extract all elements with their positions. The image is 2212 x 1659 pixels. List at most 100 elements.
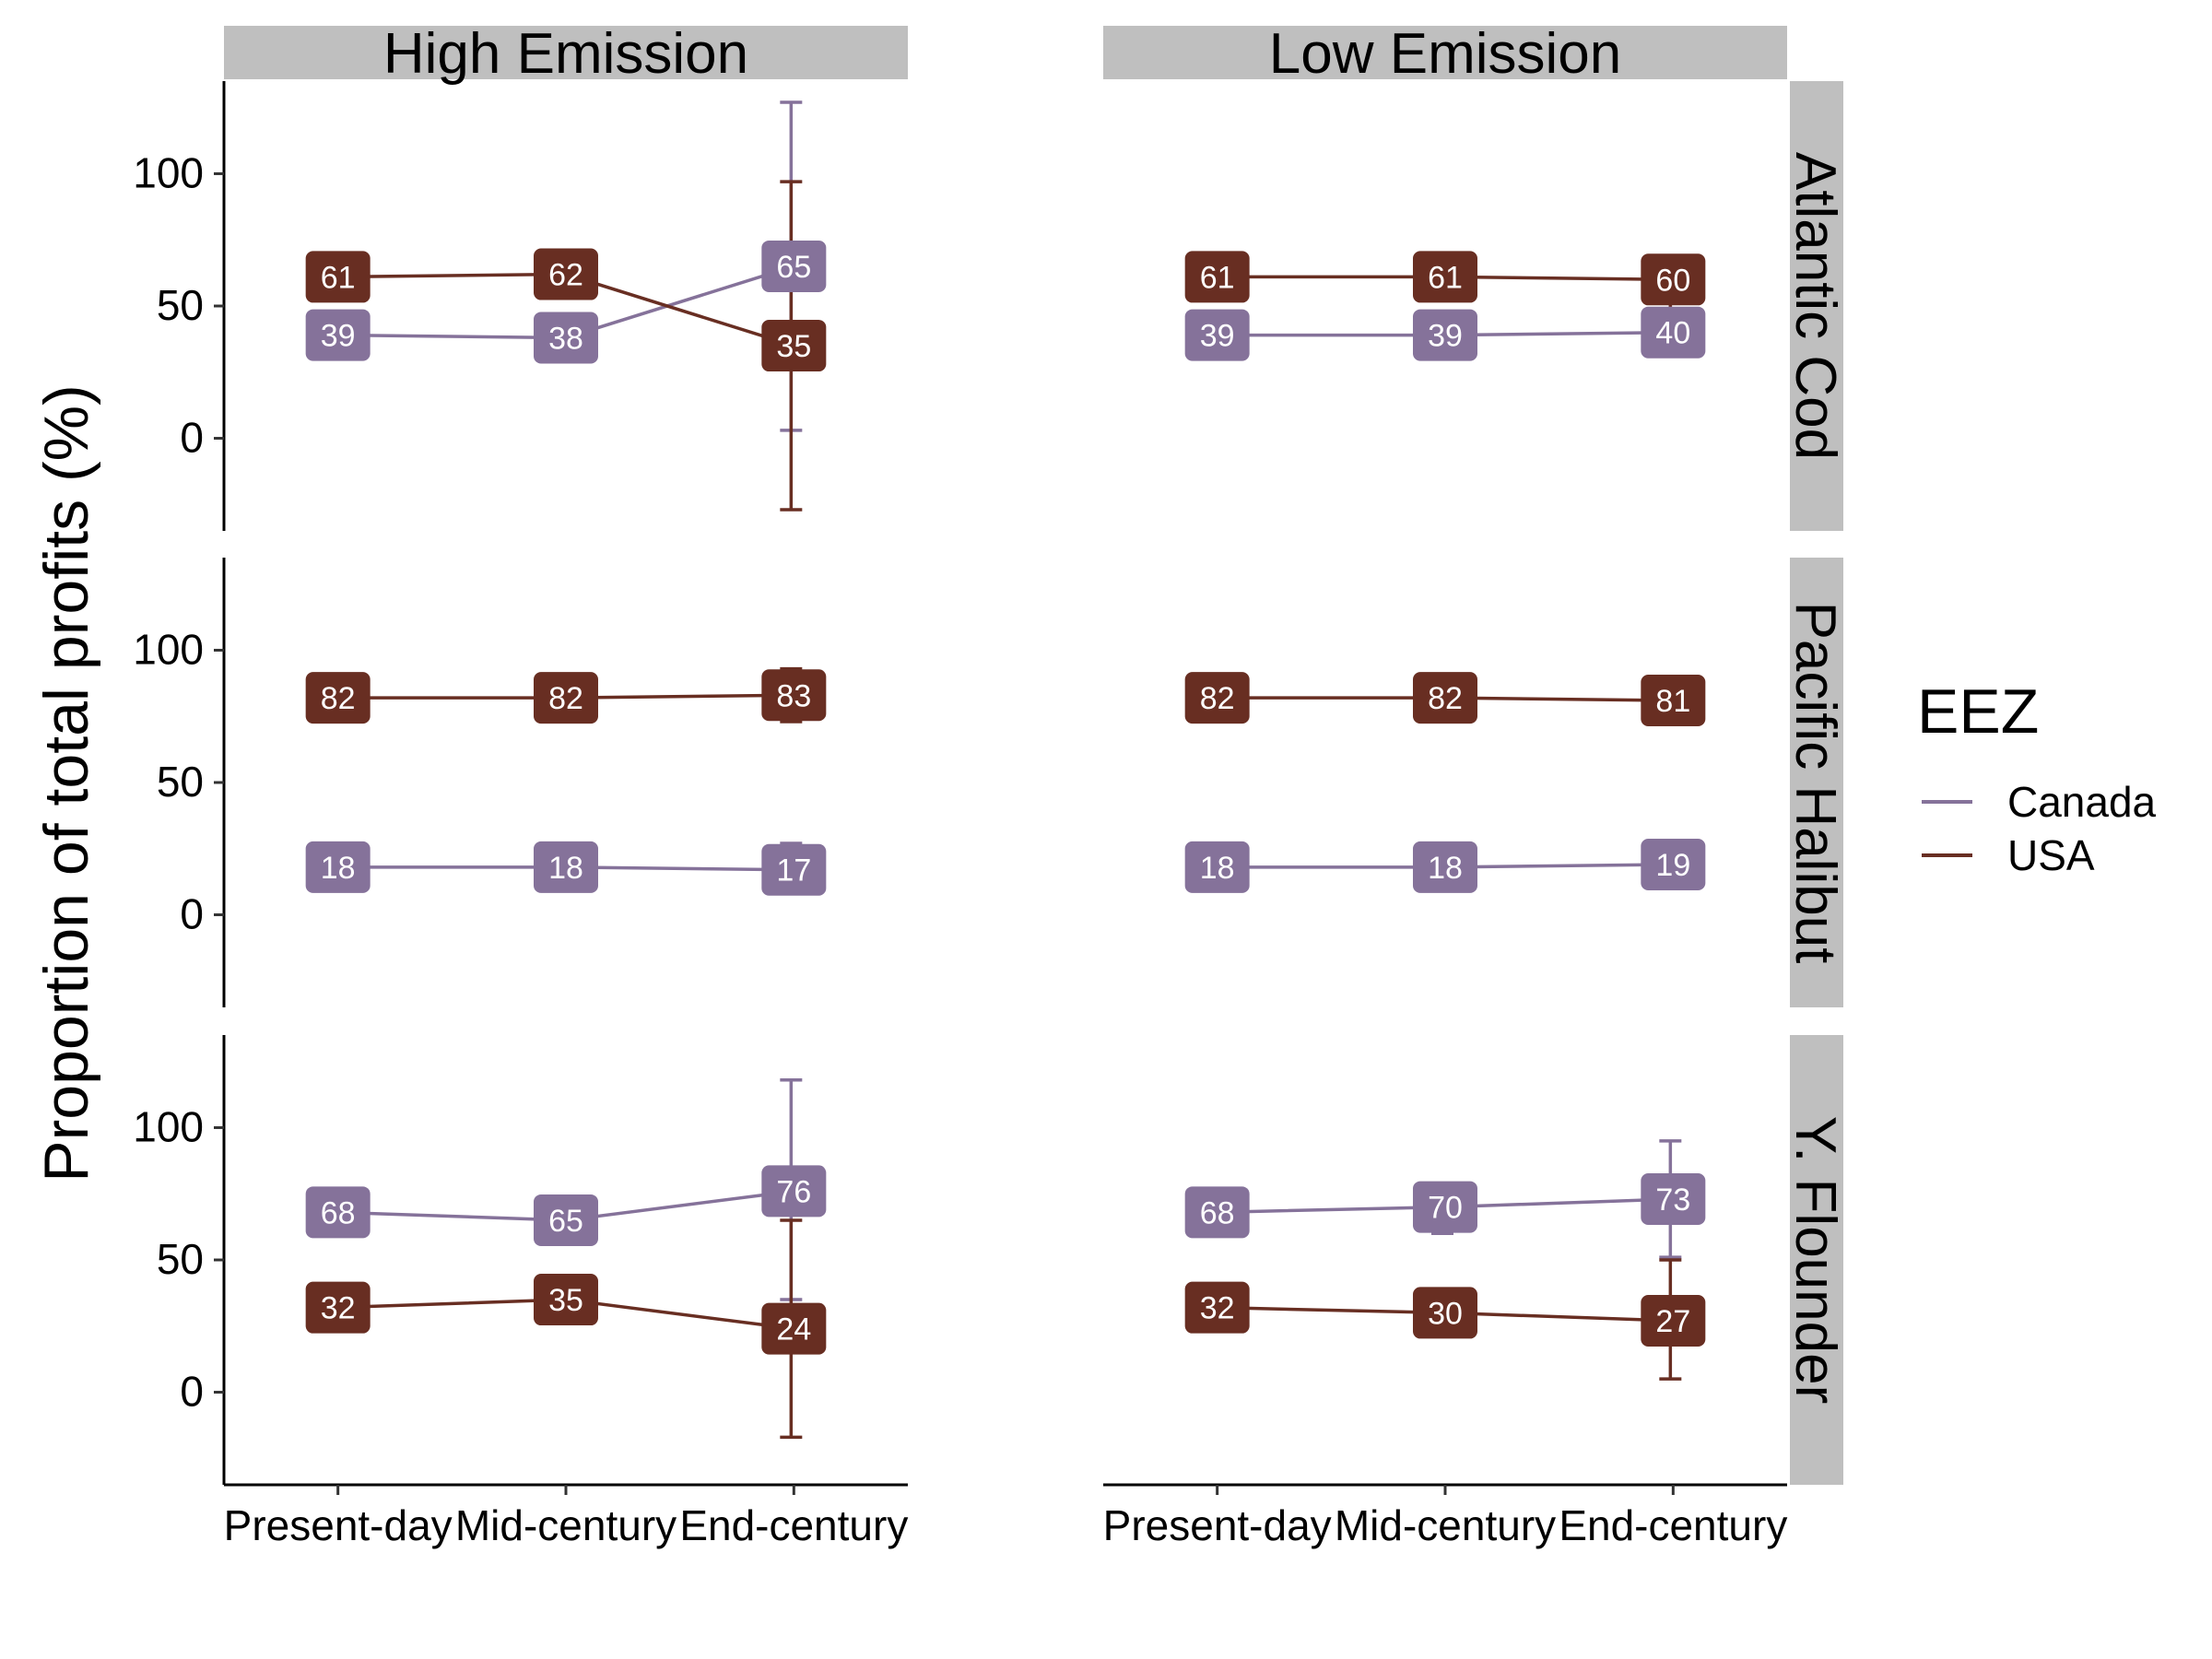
data-label-box bbox=[1641, 253, 1706, 306]
data-label-value: 30 bbox=[1428, 1296, 1463, 1331]
data-label: 32 bbox=[1184, 1281, 1250, 1334]
x-tick-label: Mid-century bbox=[1335, 1501, 1556, 1549]
data-label-box bbox=[1413, 309, 1477, 361]
data-label-box bbox=[305, 672, 371, 724]
panel-atlantic-cod-high-emission: 39 38 65 61 62 35 bbox=[305, 100, 827, 512]
x-tick-label: End-century bbox=[1559, 1501, 1787, 1549]
data-label-value: 18 bbox=[321, 851, 356, 886]
data-label-box bbox=[1184, 251, 1250, 303]
data-label-value: 32 bbox=[321, 1291, 356, 1326]
data-label: 68 bbox=[305, 1186, 371, 1239]
x-axis: Present-day Mid-century End-century bbox=[224, 1483, 908, 1549]
data-label: 24 bbox=[761, 1302, 827, 1355]
data-label-box bbox=[1184, 309, 1250, 361]
strip-low-emission bbox=[1103, 26, 1787, 79]
strip-label-atlantic-cod: Atlantic Cod bbox=[1783, 152, 1847, 460]
data-label-value: 61 bbox=[1428, 260, 1463, 295]
data-label-box bbox=[1184, 672, 1250, 724]
panel-atlantic-cod-low-emission: 39 39 40 61 61 60 bbox=[1184, 251, 1706, 361]
data-label-value: 18 bbox=[548, 851, 583, 886]
data-label-value: 82 bbox=[321, 681, 356, 716]
x-tick-label: End-century bbox=[679, 1501, 908, 1549]
data-label-value: 18 bbox=[1200, 851, 1235, 886]
data-label: 30 bbox=[1413, 1287, 1477, 1339]
data-label-value: 39 bbox=[321, 319, 356, 354]
y-tick-label: 50 bbox=[157, 758, 204, 806]
data-label: 81 bbox=[1641, 675, 1706, 727]
data-label-box bbox=[1641, 1172, 1706, 1225]
data-label: 82 bbox=[1184, 672, 1250, 724]
data-label: 39 bbox=[1413, 309, 1477, 361]
data-label-value: 61 bbox=[321, 260, 356, 295]
data-label-value: 68 bbox=[321, 1195, 356, 1230]
data-label-box bbox=[761, 320, 827, 372]
data-label: 68 bbox=[1184, 1186, 1250, 1239]
y-tick-label: 0 bbox=[180, 1368, 204, 1416]
data-label-value: 81 bbox=[1655, 684, 1690, 719]
x-tick-label: Present-day bbox=[224, 1501, 453, 1549]
legend-label-usa: USA bbox=[2007, 831, 2095, 879]
data-label-value: 17 bbox=[776, 853, 811, 888]
data-label-value: 19 bbox=[1655, 848, 1690, 883]
data-label-value: 40 bbox=[1655, 316, 1690, 351]
legend-label-canada: Canada bbox=[2007, 778, 2157, 826]
data-label-value: 39 bbox=[1200, 319, 1235, 354]
data-label-value: 73 bbox=[1655, 1182, 1690, 1218]
data-label-value: 38 bbox=[548, 321, 583, 356]
data-label-box bbox=[761, 1165, 827, 1218]
facet-panels: High Emission Low Emission Atlantic Cod Pac… bbox=[133, 22, 1847, 1549]
data-label: 82 bbox=[534, 672, 598, 724]
data-label: 39 bbox=[1184, 309, 1250, 361]
strip-label-high-emission: High Emission bbox=[383, 22, 748, 86]
data-label-box bbox=[534, 1274, 598, 1326]
data-label-box bbox=[1641, 838, 1706, 890]
y-tick-label: 50 bbox=[157, 1235, 204, 1283]
data-label: 73 bbox=[1641, 1172, 1706, 1225]
y-tick-label: 0 bbox=[180, 890, 204, 938]
x-axis: Present-day Mid-century End-century bbox=[1103, 1483, 1787, 1549]
y-axis: 0 50 100 bbox=[133, 558, 226, 1007]
data-label: 17 bbox=[761, 843, 827, 896]
y-axis: 0 50 100 bbox=[133, 1035, 226, 1485]
data-label: 76 bbox=[761, 1165, 827, 1218]
data-label-box bbox=[761, 240, 827, 292]
strip-label-pacific-halibut: Pacific Halibut bbox=[1783, 602, 1847, 964]
strip-pacific-halibut bbox=[1790, 558, 1843, 1007]
strip-label-y-flounder: Y. Flounder bbox=[1783, 1116, 1847, 1405]
y-tick-label: 0 bbox=[180, 414, 204, 462]
data-label-box bbox=[305, 251, 371, 303]
data-label-box bbox=[761, 1302, 827, 1355]
data-label-value: 39 bbox=[1428, 319, 1463, 354]
y-axis: 0 50 100 bbox=[133, 81, 226, 531]
panel-pacific-halibut-high-emission: 18 18 17 82 82 83 bbox=[305, 666, 827, 896]
data-label-value: 82 bbox=[548, 681, 583, 716]
data-label-value: 61 bbox=[1200, 260, 1235, 295]
data-label-box bbox=[1413, 251, 1477, 303]
data-label-box bbox=[761, 843, 827, 896]
data-label: 19 bbox=[1641, 838, 1706, 890]
y-tick-label: 100 bbox=[133, 148, 204, 196]
data-label-box bbox=[1184, 1281, 1250, 1334]
data-label-box bbox=[1184, 1186, 1250, 1239]
panel-pacific-halibut-low-emission: 18 18 19 82 82 81 bbox=[1184, 672, 1706, 893]
y-axis-title: Proportion of total profits (%) bbox=[31, 384, 101, 1182]
data-label-box bbox=[1413, 672, 1477, 724]
legend: EEZ Canada USA bbox=[1917, 677, 2157, 879]
data-label-value: 60 bbox=[1655, 263, 1690, 298]
data-label: 61 bbox=[1184, 251, 1250, 303]
data-label-box bbox=[1641, 675, 1706, 727]
data-label-value: 18 bbox=[1428, 851, 1463, 886]
series-canada bbox=[337, 1078, 803, 1301]
strip-y-flounder bbox=[1790, 1035, 1843, 1485]
data-label-value: 82 bbox=[1428, 681, 1463, 716]
data-label-box bbox=[534, 672, 598, 724]
data-label: 65 bbox=[761, 240, 827, 292]
panel-y-flounder-low-emission: 68 70 73 32 30 27 bbox=[1184, 1139, 1706, 1381]
data-label: 62 bbox=[534, 248, 598, 300]
data-label-value: 62 bbox=[548, 258, 583, 293]
data-label-value: 65 bbox=[548, 1204, 583, 1239]
data-label: 18 bbox=[534, 841, 598, 893]
data-label: 39 bbox=[305, 309, 371, 361]
data-label-box bbox=[305, 1186, 371, 1239]
